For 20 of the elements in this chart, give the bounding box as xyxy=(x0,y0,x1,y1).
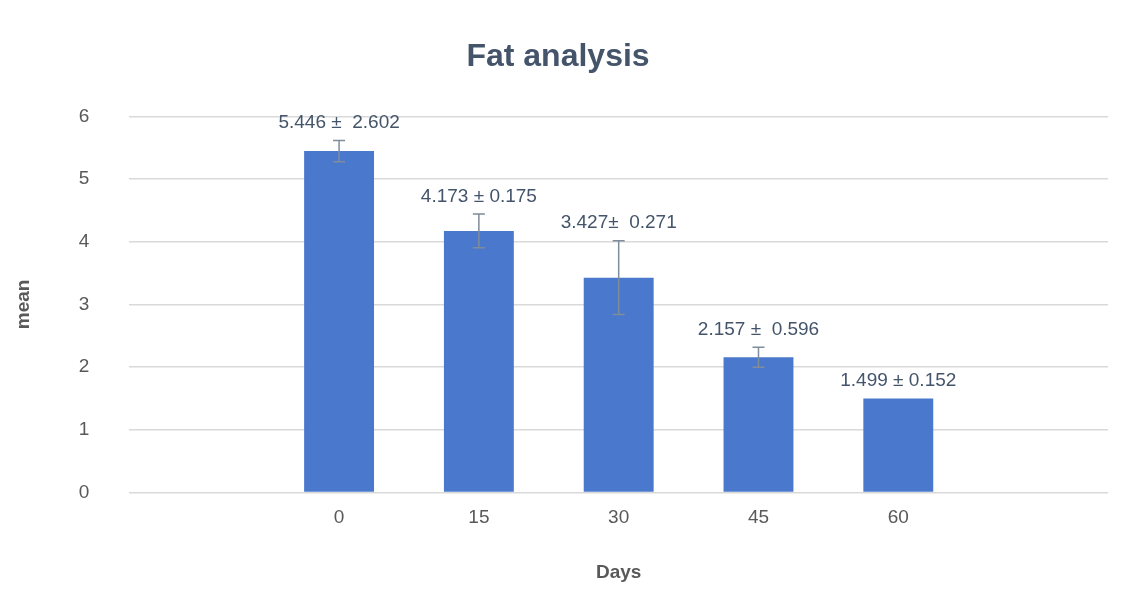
y-tick-label: 0 xyxy=(78,480,90,502)
data-label: 5.446 ± 2.602 xyxy=(278,111,400,133)
data-label: 2.157 ± 0.596 xyxy=(697,317,820,339)
y-axis-title: mean xyxy=(11,279,33,330)
x-axis-title: Days xyxy=(595,560,642,582)
y-tick-label: 5 xyxy=(78,167,90,189)
data-label: 4.173 ± 0.175 xyxy=(420,184,537,206)
y-tick-label: 3 xyxy=(78,292,90,314)
y-tick-label: 2 xyxy=(78,355,90,377)
x-tick-label: 60 xyxy=(887,506,909,528)
x-tick-label: 30 xyxy=(608,506,630,528)
x-tick-label: 0 xyxy=(333,506,345,528)
y-tick-label: 4 xyxy=(78,229,90,251)
y-tick-label: 6 xyxy=(78,104,90,126)
chart-title: Fat analysis xyxy=(466,37,650,74)
x-tick-label: 45 xyxy=(747,506,770,528)
x-tick-label: 15 xyxy=(468,506,490,528)
data-label: 3.427± 0.271 xyxy=(560,211,677,233)
y-tick-label: 1 xyxy=(78,417,90,439)
data-label: 1.499 ± 0.152 xyxy=(840,369,957,391)
